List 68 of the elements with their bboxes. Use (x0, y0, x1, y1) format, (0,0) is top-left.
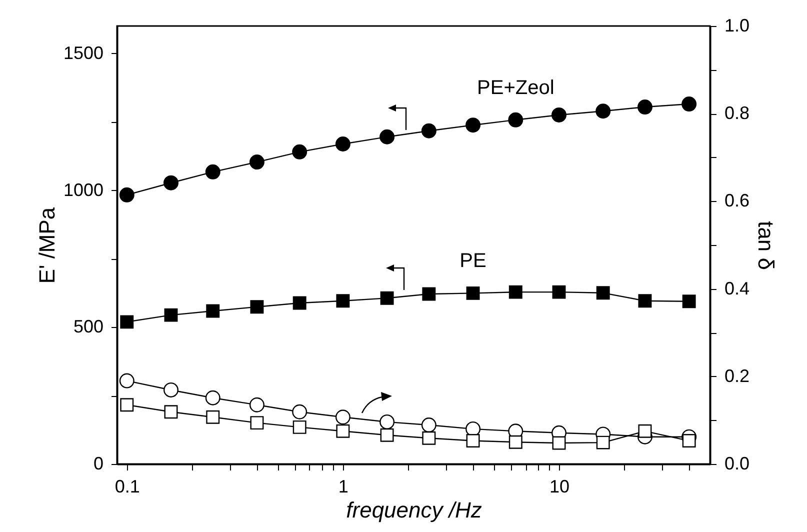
point (292, 296, 306, 310)
point (596, 286, 610, 300)
point (205, 164, 220, 180)
y2-tick-label: 1.0 (724, 16, 750, 36)
point (551, 107, 566, 122)
point (682, 434, 696, 448)
y2-tick-label: 0.0 (724, 454, 750, 474)
point (422, 431, 436, 445)
series-label: PE+Zeol (477, 76, 554, 99)
point (292, 144, 308, 160)
y2-tick-label: 0.6 (724, 190, 750, 211)
point (508, 112, 524, 128)
point (292, 420, 306, 434)
point (335, 410, 350, 425)
point (421, 418, 436, 432)
y-tick-label: 500 (73, 316, 104, 337)
point (249, 154, 264, 170)
point (164, 308, 178, 322)
point (120, 315, 134, 329)
point (380, 414, 395, 430)
point (682, 96, 697, 112)
point (380, 129, 395, 144)
point (250, 416, 264, 430)
point (552, 436, 566, 450)
point (292, 404, 308, 420)
point (682, 294, 696, 308)
point (596, 436, 610, 450)
point (163, 175, 178, 190)
y-tick-label: 1000 (63, 180, 104, 200)
point (596, 104, 611, 119)
point (206, 410, 220, 424)
y2-tick-label: 0.4 (724, 278, 750, 298)
y2-tick-label: 0.8 (724, 103, 750, 124)
point (120, 398, 134, 412)
point (336, 294, 350, 308)
series-label: PE (460, 250, 486, 272)
point (206, 304, 220, 318)
x-tick-label: 1 (338, 476, 348, 496)
point (421, 123, 436, 138)
point (205, 390, 220, 406)
point (336, 424, 350, 438)
y2-tick-label: 0.2 (724, 366, 750, 386)
point (163, 382, 178, 398)
y-tick-label: 1500 (63, 42, 104, 63)
point (637, 100, 652, 115)
point (638, 424, 652, 438)
point (466, 434, 480, 448)
point (552, 285, 566, 299)
point (380, 428, 394, 442)
point (250, 300, 264, 314)
point (335, 136, 350, 152)
point (119, 373, 134, 388)
y-axis-title: E' /MPa (34, 206, 60, 284)
y-tick-label: 0 (93, 454, 104, 474)
x-tick-label: 10 (549, 476, 570, 496)
point (466, 286, 480, 300)
point (422, 287, 436, 301)
point (380, 291, 394, 305)
x-tick-label: 0.1 (114, 476, 140, 496)
point (164, 405, 178, 419)
point (466, 118, 481, 133)
point (508, 285, 522, 299)
point (119, 187, 134, 202)
point (508, 435, 522, 449)
point (638, 294, 652, 308)
point (249, 397, 264, 412)
y2-axis-title: tan δ (754, 221, 779, 270)
x-axis-title: frequency /Hz (346, 498, 482, 522)
